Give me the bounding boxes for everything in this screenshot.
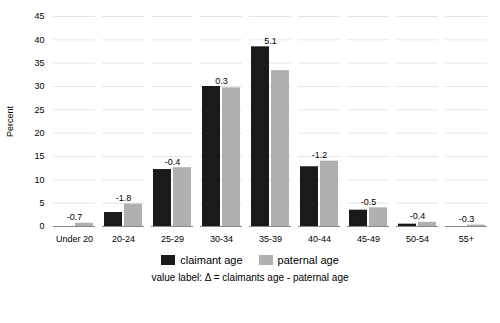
svg-text:0.3: 0.3 <box>215 76 228 86</box>
svg-text:20: 20 <box>34 128 44 138</box>
svg-text:40-44: 40-44 <box>308 234 331 244</box>
svg-text:40: 40 <box>34 35 44 45</box>
svg-text:-0.3: -0.3 <box>459 214 475 224</box>
svg-text:35-39: 35-39 <box>259 234 282 244</box>
svg-text:-0.7: -0.7 <box>67 212 83 222</box>
svg-text:55+: 55+ <box>459 234 474 244</box>
svg-text:-1.8: -1.8 <box>116 193 132 203</box>
svg-text:5: 5 <box>39 198 44 208</box>
html-text:value label: Δ = claimants age: value label: Δ = claimants age - paterna… <box>151 272 349 283</box>
svg-text:30: 30 <box>34 81 44 91</box>
svg-text:-0.4: -0.4 <box>165 157 181 167</box>
svg-text:30-34: 30-34 <box>210 234 233 244</box>
svg-text:-1.2: -1.2 <box>312 150 328 160</box>
svg-text:10: 10 <box>34 175 44 185</box>
svg-text:Percent: Percent <box>5 105 15 137</box>
svg-text:35: 35 <box>34 58 44 68</box>
svg-text:25-29: 25-29 <box>161 234 184 244</box>
svg-text:5.1: 5.1 <box>264 36 277 46</box>
svg-text:-0.5: -0.5 <box>361 197 377 207</box>
svg-text:45-49: 45-49 <box>357 234 380 244</box>
svg-text:20-24: 20-24 <box>112 234 135 244</box>
svg-text:25: 25 <box>34 105 44 115</box>
svg-text:0: 0 <box>39 221 44 231</box>
svg-text:-0.4: -0.4 <box>410 211 426 221</box>
svg-text:15: 15 <box>34 151 44 161</box>
svg-text:50-54: 50-54 <box>406 234 429 244</box>
html-text:paternal age: paternal age <box>277 254 339 266</box>
svg-text:45: 45 <box>34 11 44 21</box>
html-text:claimant age: claimant age <box>180 254 243 266</box>
svg-text:Under 20: Under 20 <box>56 234 93 244</box>
